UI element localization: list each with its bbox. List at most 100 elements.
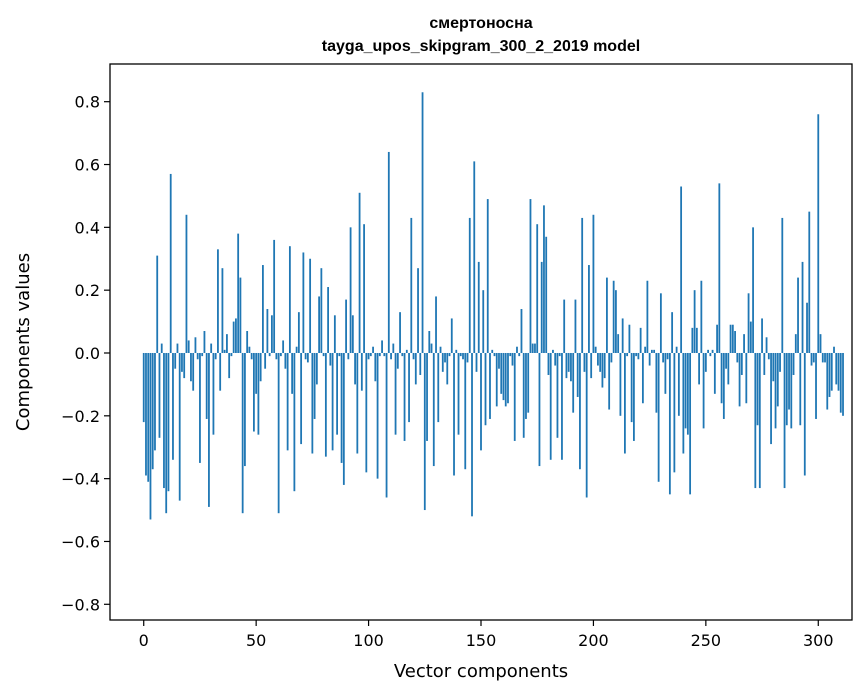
bar <box>792 352 795 375</box>
bar <box>331 352 334 451</box>
bar <box>628 324 631 353</box>
bar <box>468 217 471 353</box>
bar <box>511 352 514 366</box>
bar <box>664 352 667 394</box>
bar <box>174 352 177 369</box>
bar <box>457 352 460 435</box>
bar <box>255 352 258 394</box>
bar <box>543 205 545 353</box>
bar <box>835 352 838 385</box>
bar <box>262 265 264 353</box>
bar <box>707 349 709 353</box>
bar <box>165 352 168 514</box>
bar <box>354 352 356 385</box>
bar <box>601 352 604 388</box>
bar <box>772 352 775 382</box>
bar <box>518 352 521 357</box>
bar <box>190 352 192 382</box>
bar <box>214 352 217 360</box>
bar <box>230 352 233 357</box>
x-axis-ticks: 0 50 100 150 200 250 300 <box>139 620 834 650</box>
bar <box>410 217 413 353</box>
x-tick-label: 100 <box>353 631 384 650</box>
bar <box>181 352 183 372</box>
bar <box>727 352 730 385</box>
bar <box>554 352 557 366</box>
bar <box>657 352 660 482</box>
bar <box>270 315 273 353</box>
bar <box>686 352 689 435</box>
bar <box>273 239 276 353</box>
bar <box>448 352 451 357</box>
bar <box>558 352 561 357</box>
y-tick-label: 0.0 <box>75 344 100 363</box>
bar <box>300 352 303 445</box>
bar <box>441 352 444 372</box>
bar <box>756 352 759 426</box>
bar <box>250 352 253 360</box>
bar <box>545 236 548 353</box>
bar <box>731 324 734 353</box>
bar <box>624 352 626 454</box>
bars-group <box>142 92 844 520</box>
bar <box>754 352 757 489</box>
bar <box>758 352 761 489</box>
bar <box>439 346 442 353</box>
bar <box>668 352 671 495</box>
chart-title: смертоносна <box>429 15 532 32</box>
bar <box>639 327 642 353</box>
bar <box>239 277 242 353</box>
bar <box>372 346 374 353</box>
bar <box>588 265 590 353</box>
bar <box>500 352 503 394</box>
bar <box>763 352 766 375</box>
bar <box>475 352 478 372</box>
bar <box>219 352 222 391</box>
bar <box>396 352 399 369</box>
bar <box>437 352 440 423</box>
bar <box>178 352 181 501</box>
bar <box>142 352 145 423</box>
bar <box>390 352 392 360</box>
bar <box>387 151 390 353</box>
bar <box>376 352 379 479</box>
bar <box>293 352 296 492</box>
bar <box>812 352 815 363</box>
bar <box>183 352 186 379</box>
bar <box>169 173 172 353</box>
bar <box>446 352 449 385</box>
y-tick-label: 0.8 <box>75 93 100 112</box>
bar <box>246 331 249 353</box>
bar <box>552 349 554 353</box>
bar <box>223 349 226 353</box>
bar <box>682 352 685 454</box>
bar <box>547 352 550 375</box>
bar <box>527 352 530 413</box>
bar <box>363 224 365 353</box>
bar <box>745 352 748 404</box>
bar <box>747 293 750 353</box>
bar <box>606 277 608 353</box>
bar <box>336 352 338 435</box>
x-tick-label: 300 <box>803 631 834 650</box>
bar <box>369 352 372 357</box>
bar <box>235 318 237 353</box>
bar <box>286 352 289 451</box>
bar <box>736 352 739 363</box>
bar <box>151 352 154 470</box>
plot-frame <box>109 63 853 621</box>
bar <box>329 352 332 366</box>
bar <box>259 352 262 382</box>
bar <box>722 352 725 419</box>
bar <box>284 352 287 369</box>
bar <box>592 214 595 353</box>
bar <box>185 214 188 353</box>
bar <box>313 352 316 419</box>
bar <box>585 352 588 498</box>
bar <box>797 277 799 353</box>
y-tick-label: 0.2 <box>75 281 100 300</box>
bar <box>306 352 309 363</box>
bar <box>837 352 840 391</box>
bar <box>459 352 462 357</box>
